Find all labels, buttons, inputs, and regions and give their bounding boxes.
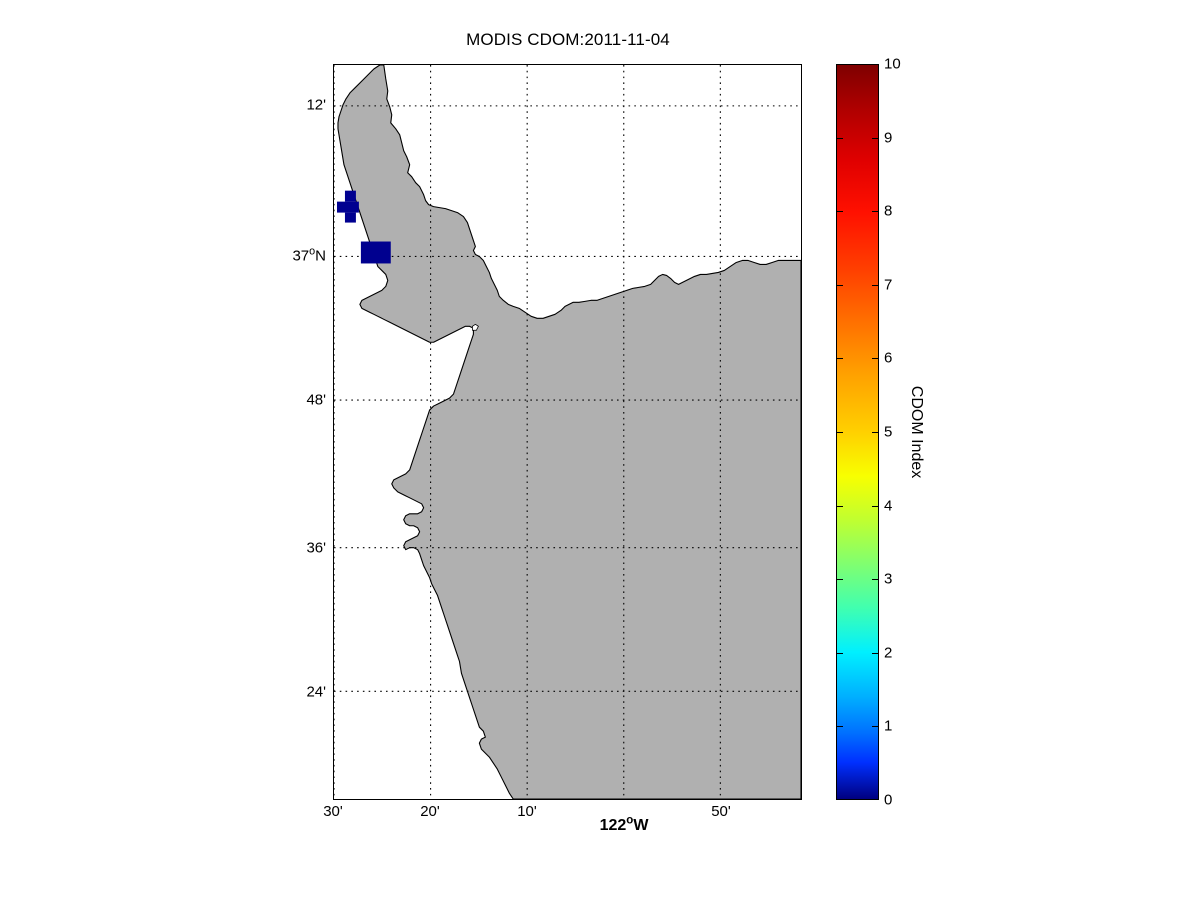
map-gridlines	[334, 65, 801, 799]
map-axes[interactable]	[333, 64, 802, 800]
longitude-tick-labels: 30' 20' 10' 122oW 50'	[323, 803, 802, 843]
cbar-label-0: 0	[884, 791, 893, 809]
latitude-tick-labels: 12' 37oN 48' 36' 24'	[262, 64, 326, 800]
california-landmass	[337, 65, 801, 799]
cbar-label-7: 7	[884, 276, 893, 294]
ytick-12: 12'	[306, 96, 326, 114]
cbar-label-6: 6	[884, 349, 893, 367]
pillar-point-notch	[472, 323, 479, 331]
ytick-48: 48'	[306, 391, 326, 409]
colorbar[interactable]	[836, 64, 879, 800]
ytick-37N: 37oN	[292, 245, 326, 265]
cbar-label-4: 4	[884, 497, 893, 515]
xtick-122W: 122oW	[599, 814, 649, 834]
cbar-label-3: 3	[884, 570, 893, 588]
cbar-label-2: 2	[884, 644, 893, 662]
cbar-label-9: 9	[884, 129, 893, 147]
xtick-30: 30'	[323, 803, 343, 820]
xtick-50: 50'	[711, 803, 731, 820]
land-mass	[337, 65, 801, 799]
cbar-label-5: 5	[884, 423, 893, 441]
cbar-label-8: 8	[884, 202, 893, 220]
map-canvas	[334, 65, 801, 799]
colorbar-title: CDOM Index	[908, 385, 925, 479]
colorbar-gradient	[837, 65, 878, 799]
cbar-label-1: 1	[884, 717, 893, 735]
page-title: MODIS CDOM:2011-11-04	[466, 30, 670, 49]
cdom-pixel-cross[interactable]	[336, 190, 359, 223]
xtick-10: 10'	[517, 803, 537, 820]
xtick-20: 20'	[420, 803, 440, 820]
cdom-pixel-rect[interactable]	[360, 241, 391, 264]
ytick-24: 24'	[306, 683, 326, 701]
cbar-label-10: 10	[884, 55, 901, 73]
ytick-36: 36'	[306, 539, 326, 557]
cdom-data-layer[interactable]	[336, 190, 391, 264]
colorbar-labels: 10 9 8 7 6 5 4 3 2 1 0	[884, 56, 924, 809]
